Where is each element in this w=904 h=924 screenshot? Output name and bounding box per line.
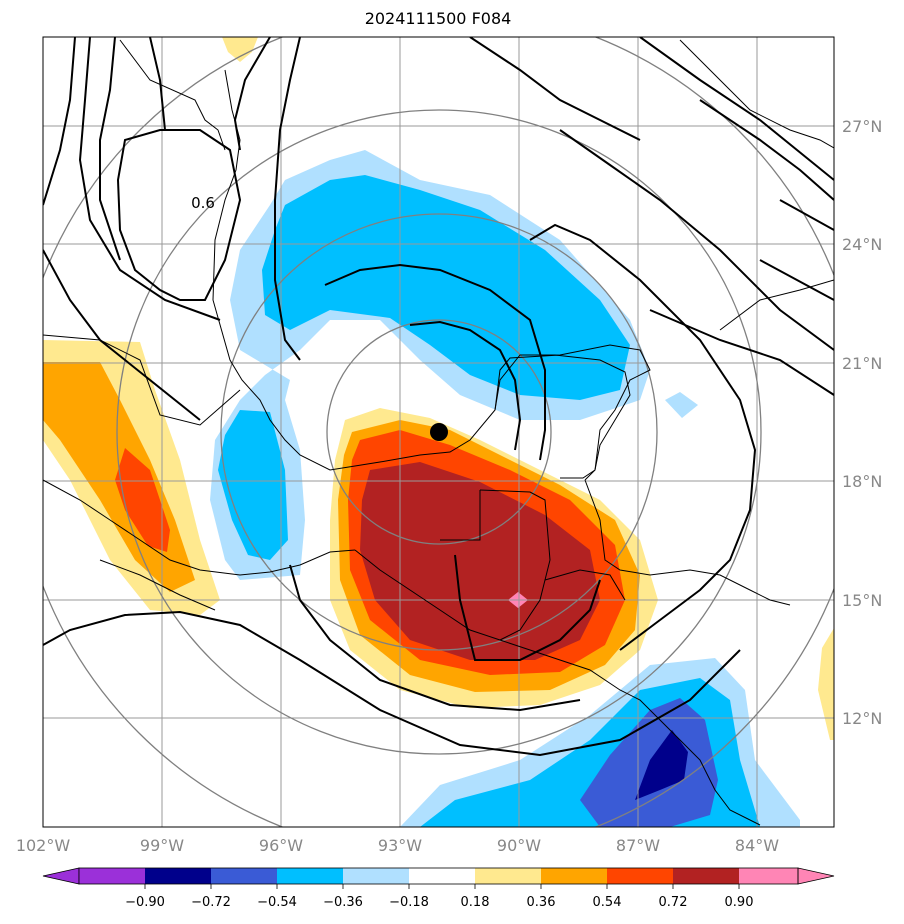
black-contours <box>43 37 834 757</box>
contour-label: 0.6 <box>191 194 215 212</box>
contour-south-wide <box>43 610 741 757</box>
colorbar-label-5: −0.18 <box>389 895 429 910</box>
colorbar-extend-high <box>797 867 835 885</box>
contour-east-far <box>759 199 834 301</box>
colorbar-frame <box>78 867 799 885</box>
colorbar-segment-8 <box>541 868 607 884</box>
west-negative <box>218 410 288 560</box>
mexico-west-coast <box>43 479 356 576</box>
lon-label-93w: 93°W <box>378 836 422 855</box>
contour-east-top-1 <box>469 37 641 141</box>
colorbar-segment-2 <box>145 868 211 884</box>
contour-east-top-2 <box>639 37 834 181</box>
colorbar-label-9: 0.72 <box>659 895 688 910</box>
colorbar-segment-11 <box>739 868 798 884</box>
colorbar-segment-3 <box>211 868 277 884</box>
contour-hook <box>116 129 242 301</box>
cuba <box>719 279 834 331</box>
latitude-labels: 12°N 15°N 18°N 21°N 24°N 27°N <box>842 117 882 728</box>
us-coast-north <box>119 39 226 151</box>
colorbar-label-2: −0.72 <box>191 895 231 910</box>
range-ring-2 <box>220 213 658 651</box>
mexico-interior-border <box>43 334 241 426</box>
lat-label-24n: 24°N <box>842 235 882 254</box>
contour-mid-north <box>149 37 166 131</box>
colorbar-label-3: −0.54 <box>257 895 297 910</box>
west-lobe-red <box>115 448 170 552</box>
plot-frame <box>42 36 835 828</box>
florida <box>679 39 834 149</box>
contour-far-west-1 <box>43 37 76 206</box>
range-rings <box>43 37 834 827</box>
lon-label-84w: 84°W <box>735 836 779 855</box>
lon-label-99w: 99°W <box>140 836 184 855</box>
graticule <box>43 37 834 827</box>
colorbar-segment-7 <box>475 868 541 884</box>
colorbar-label-7: 0.36 <box>527 895 556 910</box>
colorbar-extend-low <box>42 867 80 885</box>
colorbar-label-6: 0.18 <box>461 895 490 910</box>
lat-label-21n: 21°N <box>842 354 882 373</box>
se-negative-navy <box>635 730 688 800</box>
colorbar-label-8: 0.54 <box>593 895 622 910</box>
right-edge-yellow <box>818 628 834 740</box>
lat-label-18n: 18°N <box>842 472 882 491</box>
colorbar-segment-4 <box>277 868 343 884</box>
contour-central-box <box>454 554 601 661</box>
contour-us-2 <box>274 37 301 361</box>
colorbar-label-4: −0.36 <box>323 895 363 910</box>
lat-label-27n: 27°N <box>842 117 882 136</box>
contour-east-large <box>529 223 757 651</box>
longitude-labels: 102°W 99°W 96°W 93°W 90°W 87°W 84°W <box>16 836 779 855</box>
lat-label-12n: 12°N <box>842 709 882 728</box>
lat-label-15n: 15°N <box>842 591 882 610</box>
colorbar-segment-5 <box>343 868 409 884</box>
map-content: 0.6 <box>43 37 834 827</box>
contour-east-outer <box>559 129 834 351</box>
lon-label-96w: 96°W <box>259 836 303 855</box>
coastlines <box>43 39 834 826</box>
colorbar: −0.90 −0.72 −0.54 −0.36 −0.18 0.18 0.36 … <box>42 867 835 910</box>
colorbar-segment-10 <box>673 868 739 884</box>
lon-label-102w: 102°W <box>16 836 71 855</box>
range-ring-3 <box>116 109 762 755</box>
storm-center-marker <box>430 423 448 441</box>
central-america-coast <box>354 549 761 826</box>
contour-us-1 <box>233 37 271 151</box>
colorbar-segment-6 <box>409 868 475 884</box>
central-dark-red <box>360 462 600 660</box>
caribbean-coast <box>584 479 791 606</box>
contour-east-low <box>649 309 834 396</box>
pacific-coast-lower <box>99 559 216 611</box>
us-gulf-coast <box>212 69 651 481</box>
contour-far-west-2 <box>43 249 201 421</box>
colorbar-label-10: 0.90 <box>725 895 754 910</box>
lon-label-87w: 87°W <box>616 836 660 855</box>
contour-west-1 <box>78 37 221 321</box>
contour-arc-north <box>324 263 546 461</box>
east-small-negative <box>665 392 698 418</box>
contour-west-2 <box>99 37 121 261</box>
range-ring-1 <box>326 319 552 545</box>
filled-contours <box>43 37 834 827</box>
mexico-guatemala-border <box>440 490 481 541</box>
guatemala-border <box>479 489 551 641</box>
contour-east-right <box>699 99 834 201</box>
yucatan-peninsula <box>494 354 631 479</box>
top-yellow <box>222 37 258 62</box>
colorbar-segment-9 <box>607 868 673 884</box>
honduras-border <box>544 569 626 601</box>
colorbar-label-1: −0.90 <box>125 895 165 910</box>
lon-label-90w: 90°W <box>497 836 541 855</box>
colorbar-segment-1 <box>79 868 145 884</box>
contour-arc-inner <box>409 320 522 451</box>
se-negative-blue <box>580 698 718 827</box>
contour-south-inner <box>289 564 581 712</box>
map-title: 2024111500 F084 <box>364 9 512 28</box>
